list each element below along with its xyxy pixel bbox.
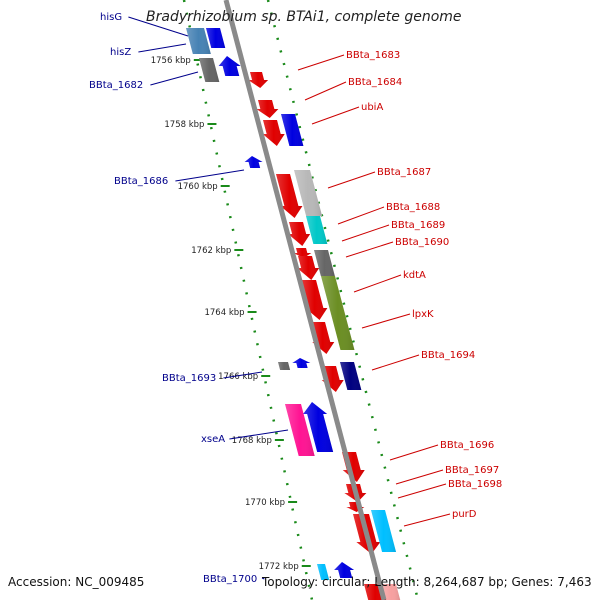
gene-block (186, 28, 211, 54)
gene-arrow (297, 256, 320, 280)
leader-line (397, 483, 447, 499)
gene-block (281, 114, 304, 146)
gene-block (321, 276, 355, 350)
gene-label-reverse: BBta_1686 (114, 176, 168, 187)
gene-label-forward: BBta_1697 (445, 465, 499, 476)
gene-block (199, 58, 220, 82)
gene-label-reverse: xseA (201, 434, 225, 445)
gene-label-reverse: BBta_1693 (162, 373, 216, 384)
gene-arrow (218, 56, 241, 76)
leader-line (223, 371, 263, 379)
genome-backbone (223, 0, 387, 600)
gene-label-reverse: hisZ (110, 47, 131, 58)
gene-label-forward: BBta_1687 (377, 167, 431, 178)
gene-arrow (334, 562, 355, 578)
gene-label-forward: BBta_1694 (421, 350, 475, 361)
leader-line (138, 43, 187, 53)
gene-arrow (256, 100, 279, 118)
leader-line (337, 206, 385, 225)
leader-line (403, 513, 451, 527)
gene-label-reverse: hisG (100, 12, 122, 23)
accession-text: Accession: NC_009485 (8, 575, 145, 589)
scale-ticks: 1756 kbp 1758 kbp 1760 kbp 1762 kbp 1764 kbp… (151, 56, 311, 572)
leader-line (304, 81, 347, 101)
leader-line (311, 106, 360, 125)
scale-tick-label: 1756 kbp (151, 56, 191, 66)
scale-tick-label: 1770 kbp (245, 498, 285, 508)
leader-line (150, 71, 199, 86)
gene-block (306, 216, 328, 244)
leader-line (389, 444, 439, 461)
scale-tick-label: 1764 kbp (204, 308, 244, 318)
scale-track (266, 0, 420, 600)
leader-line (128, 16, 189, 37)
gene-label-forward: ubiA (361, 102, 383, 113)
gene-block (317, 564, 330, 580)
gene-arrow (262, 120, 285, 146)
gene-label-forward: BBta_1690 (395, 237, 449, 248)
leader-line (341, 224, 390, 242)
gene-block (278, 362, 291, 370)
leader-line (395, 469, 444, 485)
gene-block (285, 404, 315, 456)
map-title: Bradyrhizobium sp. BTAi1, complete genom… (146, 9, 462, 25)
gene-labels: hisG hisZ BBta_1682 BBta_1686 BBta_1693 xseA B… (89, 12, 502, 585)
leader-line (175, 169, 245, 182)
topology-text: Topology: circular; Length: 8,264,687 bp… (262, 575, 592, 589)
leader-line (261, 577, 265, 580)
leader-line (371, 354, 420, 371)
gene-label-forward: BBta_1688 (386, 202, 440, 213)
gene-block (340, 362, 362, 390)
leader-line (345, 241, 394, 258)
gene-label-forward: BBta_1696 (440, 440, 494, 451)
gene-label-forward: purD (452, 509, 477, 520)
gene-arrow (293, 248, 312, 258)
scale-tick-label: 1758 kbp (164, 120, 204, 130)
gene-label-reverse: BBta_1682 (89, 80, 143, 91)
gene-label-reverse: BBta_1700 (203, 574, 257, 585)
leader-line (297, 54, 345, 71)
leader-line (361, 313, 411, 329)
leader-line (229, 429, 289, 440)
gene-arrow (288, 222, 311, 246)
scale-tick-label: 1762 kbp (191, 246, 231, 256)
gene-arrow (292, 358, 311, 368)
scale-tick-label: 1760 kbp (178, 182, 218, 192)
gene-block (206, 28, 226, 48)
gene-label-forward: BBta_1698 (448, 479, 502, 490)
leader-line (327, 171, 376, 189)
gene-block (314, 250, 335, 276)
gene-block (294, 170, 323, 216)
gene-arrow (248, 72, 269, 88)
gene-label-forward: kdtA (403, 270, 426, 281)
gene-label-forward: BBta_1684 (348, 77, 402, 88)
gene-block (371, 510, 397, 552)
gene-block (382, 584, 401, 600)
gene-arrow (321, 366, 344, 392)
gene-label-forward: BBta_1689 (391, 220, 445, 231)
scale-tick-label: 1772 kbp (259, 562, 299, 572)
scale-tick-label: 1768 kbp (232, 436, 272, 446)
gene-label-forward: BBta_1683 (346, 50, 400, 61)
scale-tick-label: 1766 kbp (218, 372, 258, 382)
gene-label-forward: lpxK (412, 309, 434, 320)
gene-arrow (311, 322, 335, 354)
gene-arrow (244, 156, 263, 168)
leader-line (353, 274, 402, 293)
gene-arrow (303, 402, 334, 452)
